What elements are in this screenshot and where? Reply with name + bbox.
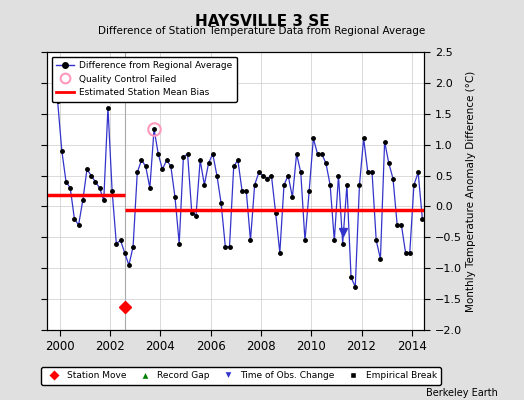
Text: Difference of Station Temperature Data from Regional Average: Difference of Station Temperature Data f… — [99, 26, 425, 36]
Text: HAYSVILLE 3 SE: HAYSVILLE 3 SE — [195, 14, 329, 29]
Legend: Difference from Regional Average, Quality Control Failed, Estimated Station Mean: Difference from Regional Average, Qualit… — [52, 56, 236, 102]
Legend: Station Move, Record Gap, Time of Obs. Change, Empirical Break: Station Move, Record Gap, Time of Obs. C… — [41, 367, 441, 385]
Text: Berkeley Earth: Berkeley Earth — [426, 388, 498, 398]
Y-axis label: Monthly Temperature Anomaly Difference (°C): Monthly Temperature Anomaly Difference (… — [466, 70, 476, 312]
